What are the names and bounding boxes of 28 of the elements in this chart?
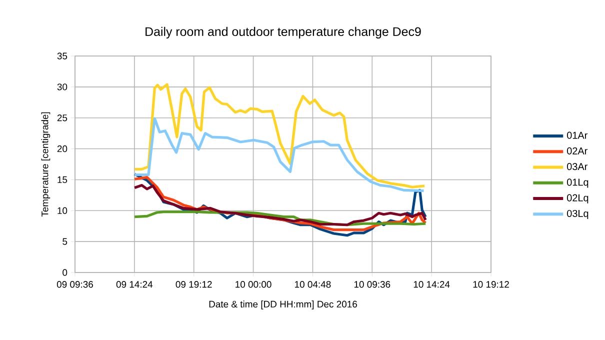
x-tick-label: 09 19:12	[176, 281, 212, 288]
y-tick-label: 5	[62, 238, 68, 245]
x-tick-label: 10 04:48	[295, 281, 331, 288]
line-series	[133, 83, 426, 188]
legend-label: 01Ar	[567, 132, 588, 139]
x-axis-title: Date & time [DD HH:mm] Dec 2016	[209, 300, 357, 310]
line-series	[133, 117, 426, 192]
y-axis-title: Temperature [centigrade]	[41, 112, 50, 217]
legend-label: 03Lq	[567, 210, 588, 219]
legend-label: 03Ar	[567, 163, 588, 170]
x-tick-label: 10 00:00	[236, 281, 272, 288]
y-tick-label: 0	[62, 269, 68, 276]
x-tick-label: 10 19:12	[473, 281, 509, 288]
x-tick-label: 09 09:36	[56, 281, 93, 288]
x-tick-label: 09 14:24	[116, 281, 153, 288]
y-tick-label: 30	[57, 84, 68, 90]
y-tick-label: 35	[57, 52, 68, 60]
legend-label: 02Ar	[567, 147, 588, 154]
line-series	[133, 184, 427, 226]
y-tick-label: 25	[57, 114, 68, 122]
chart-title: Daily room and outdoor temperature change Dec9	[146, 26, 421, 38]
legend-label: 02Lq	[567, 194, 588, 204]
legend-label: 01Lq	[567, 178, 588, 188]
x-tick-label: 10 14:24	[414, 281, 450, 288]
y-tick-label: 10	[58, 207, 68, 214]
x-tick-label: 10 09:36	[354, 281, 390, 288]
y-tick-label: 15	[58, 176, 68, 184]
y-tick-label: 20	[57, 145, 68, 152]
